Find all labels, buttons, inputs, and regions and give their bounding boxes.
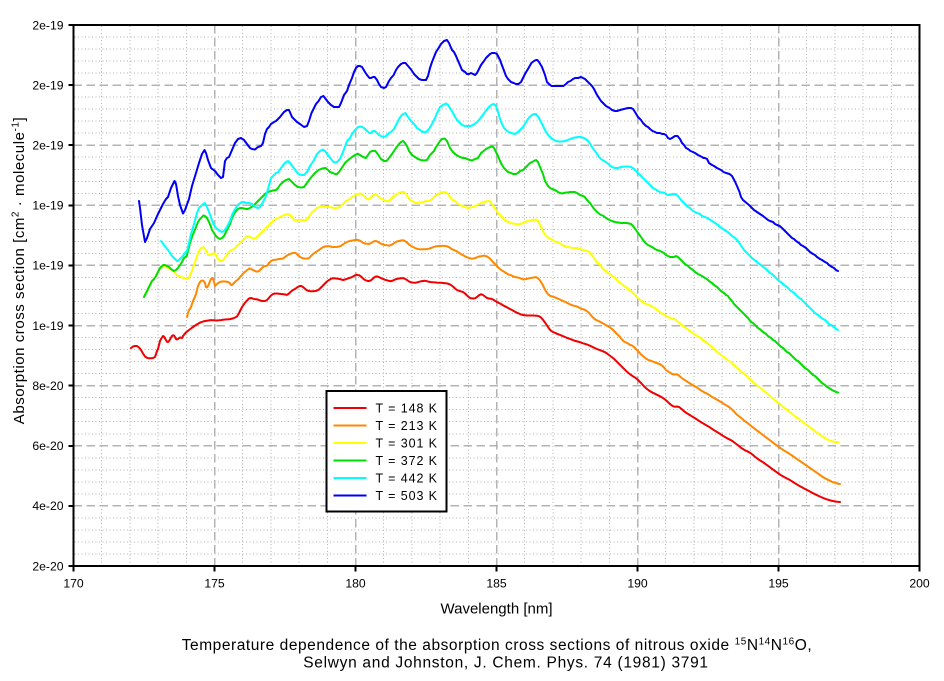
svg-text:195: 195 [768,577,789,591]
svg-text:180: 180 [345,577,366,591]
svg-text:190: 190 [627,577,648,591]
svg-text:T = 148 K: T = 148 K [376,401,438,415]
svg-text:Absorption cross section [cm2: Absorption cross section [cm2 · molecule… [11,117,29,424]
svg-text:T = 442 K: T = 442 K [376,471,438,485]
svg-text:Wavelength [nm]: Wavelength [nm] [441,601,553,618]
svg-text:1e-19: 1e-19 [32,319,63,333]
svg-text:185: 185 [486,577,507,591]
svg-text:4e-20: 4e-20 [32,499,63,513]
svg-text:175: 175 [204,577,225,591]
svg-text:Selwyn and Johnston, J. Chem.: Selwyn and Johnston, J. Chem. Phys. 74 (… [303,655,709,672]
svg-text:2e-19: 2e-19 [32,18,63,32]
svg-text:Temperature dependence of the: Temperature dependence of the absorption… [182,637,813,655]
svg-text:T = 372 K: T = 372 K [376,454,438,468]
svg-text:170: 170 [63,577,84,591]
svg-text:T = 503 K: T = 503 K [376,489,438,503]
svg-text:8e-20: 8e-20 [32,379,63,393]
svg-text:T = 301 K: T = 301 K [376,436,438,450]
svg-text:200: 200 [909,577,930,591]
svg-text:2e-19: 2e-19 [32,78,63,92]
svg-text:2e-20: 2e-20 [32,559,63,573]
svg-text:1e-19: 1e-19 [32,199,63,213]
svg-text:T = 213 K: T = 213 K [376,419,438,433]
svg-text:1e-19: 1e-19 [32,259,63,273]
svg-text:2e-19: 2e-19 [32,139,63,153]
svg-text:6e-20: 6e-20 [32,439,63,453]
